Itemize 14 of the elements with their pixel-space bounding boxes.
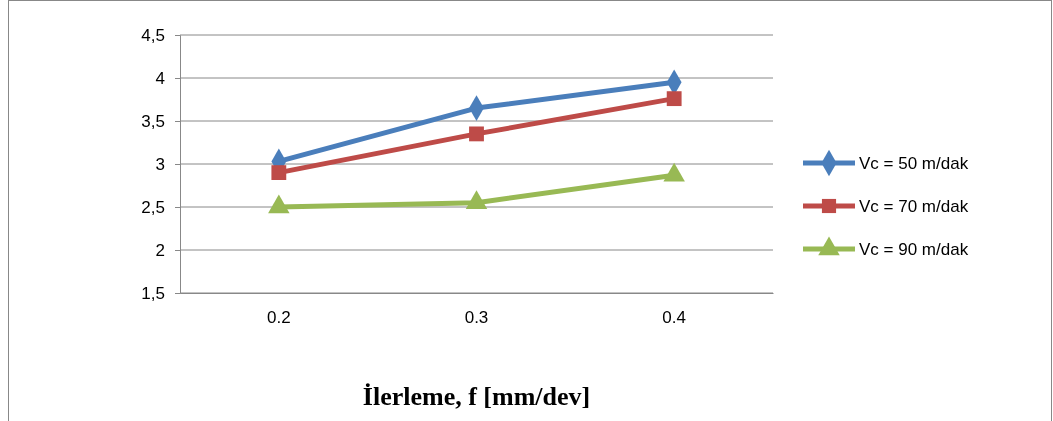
y-tick-label: 2 xyxy=(155,240,165,260)
y-tick-label: 3,5 xyxy=(141,111,165,131)
x-tick-label: 0.3 xyxy=(464,308,489,328)
y-tick-label: 3 xyxy=(155,154,165,174)
x-axis-title: İlerleme, f [mm/dev] xyxy=(362,382,591,411)
legend-label: Vc = 70 m/dak xyxy=(859,196,969,216)
x-tick-label: 0.4 xyxy=(662,308,686,328)
legend-label: Vc = 50 m/dak xyxy=(859,153,969,173)
legend-label: Vc = 90 m/dak xyxy=(859,239,969,259)
y-tick-label: 2,5 xyxy=(141,197,165,217)
y-tick-label: 4 xyxy=(155,68,165,88)
y-tick-label: 4,5 xyxy=(141,25,165,45)
y-tick-label: 1,5 xyxy=(141,283,165,303)
x-tick-label: 0.2 xyxy=(267,308,291,328)
